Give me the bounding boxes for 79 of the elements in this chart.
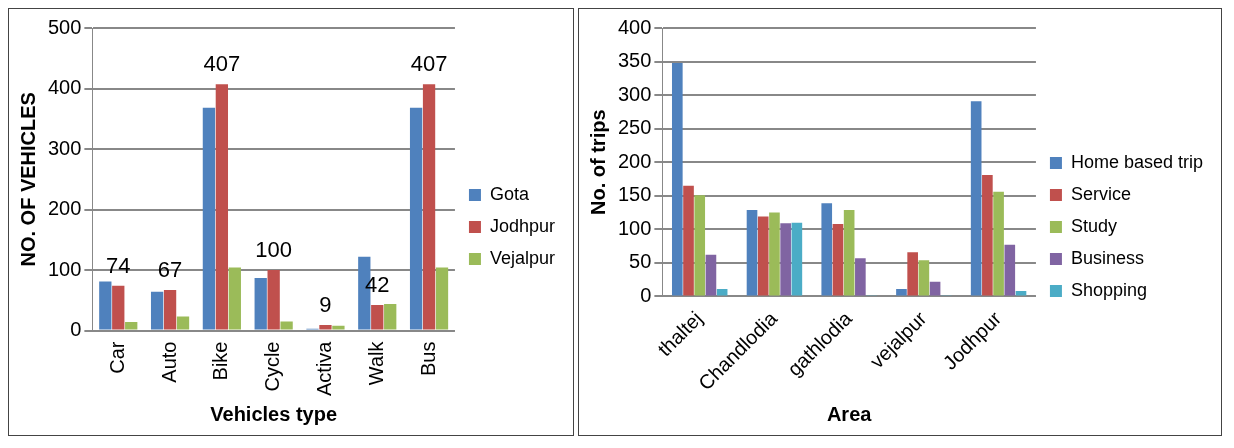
data-label: 67 bbox=[157, 257, 183, 283]
bar bbox=[757, 216, 769, 296]
y-tick-label: 0 bbox=[640, 283, 652, 306]
legend-label: Shopping bbox=[1070, 279, 1148, 300]
y-tick-label: 250 bbox=[617, 116, 652, 139]
bar bbox=[821, 203, 833, 296]
data-label: 407 bbox=[410, 51, 448, 77]
bar bbox=[694, 195, 706, 296]
x-axis-title: Vehicles type bbox=[210, 402, 338, 425]
legend-label: Vejalpur bbox=[489, 247, 556, 268]
bar bbox=[907, 252, 918, 296]
y-tick-label: 500 bbox=[47, 15, 82, 38]
bar bbox=[112, 285, 125, 330]
x-tick-label: Cycle bbox=[261, 341, 284, 392]
bar bbox=[332, 325, 345, 330]
y-tick-label: 350 bbox=[617, 49, 652, 72]
bar bbox=[202, 107, 216, 330]
y-tick-label: 0 bbox=[70, 318, 82, 341]
y-tick-label: 400 bbox=[47, 76, 82, 99]
bar bbox=[409, 107, 423, 330]
legend-label: Home based trip bbox=[1070, 151, 1204, 172]
bar bbox=[683, 185, 694, 296]
bar bbox=[1004, 244, 1016, 296]
bar bbox=[993, 191, 1004, 296]
bar bbox=[918, 260, 930, 296]
bar bbox=[150, 291, 164, 330]
bar bbox=[746, 209, 758, 296]
bar bbox=[163, 290, 177, 330]
data-label: 407 bbox=[203, 51, 241, 77]
x-tick-label: Bus bbox=[416, 341, 439, 377]
bar bbox=[843, 209, 855, 296]
bar bbox=[215, 84, 229, 330]
bar bbox=[384, 303, 397, 330]
bar bbox=[267, 270, 280, 330]
bar bbox=[371, 305, 384, 330]
y-tick-label: 100 bbox=[617, 216, 652, 239]
bar bbox=[422, 84, 436, 330]
x-tick-label: Bike bbox=[209, 341, 232, 381]
y-tick-label: 200 bbox=[617, 149, 652, 172]
bar bbox=[176, 316, 190, 330]
y-tick-label: 400 bbox=[617, 15, 652, 38]
y-tick-label: 300 bbox=[617, 82, 652, 105]
legend-label: Business bbox=[1070, 247, 1144, 268]
bar bbox=[705, 254, 717, 296]
y-tick-label: 100 bbox=[47, 257, 82, 280]
legend-label: Gota bbox=[489, 183, 530, 204]
y-axis-title: No. of trips bbox=[586, 109, 609, 216]
bar bbox=[435, 267, 449, 330]
bar bbox=[780, 223, 791, 296]
bar bbox=[280, 321, 293, 330]
bar bbox=[769, 212, 780, 296]
y-tick-label: 200 bbox=[47, 197, 82, 220]
bar bbox=[896, 289, 907, 296]
bar bbox=[99, 281, 112, 330]
bar bbox=[982, 174, 993, 296]
y-tick-label: 300 bbox=[47, 136, 82, 159]
bar bbox=[125, 322, 138, 330]
x-tick-label: Activa bbox=[312, 340, 335, 397]
bar bbox=[791, 222, 803, 296]
bar bbox=[228, 267, 241, 330]
legend-label: Service bbox=[1070, 183, 1131, 204]
x-tick-label: Walk bbox=[364, 340, 387, 386]
legend-label: Jodhpur bbox=[489, 215, 556, 236]
y-tick-label: 150 bbox=[617, 183, 652, 206]
bar bbox=[832, 223, 844, 296]
x-axis-title: Area bbox=[826, 402, 873, 425]
bar bbox=[319, 325, 332, 330]
x-tick-label: Car bbox=[105, 341, 128, 374]
legend-label: Study bbox=[1070, 215, 1117, 236]
bar bbox=[855, 258, 866, 296]
y-axis-title: NO. OF VEHICLES bbox=[16, 92, 39, 267]
y-tick-label: 50 bbox=[629, 250, 652, 273]
bar bbox=[671, 62, 683, 296]
bar bbox=[254, 277, 267, 330]
bar bbox=[970, 101, 982, 296]
data-label: 74 bbox=[106, 252, 131, 278]
data-label: 100 bbox=[255, 237, 293, 263]
x-tick-label: Auto bbox=[157, 341, 180, 383]
data-label: 9 bbox=[319, 292, 332, 318]
